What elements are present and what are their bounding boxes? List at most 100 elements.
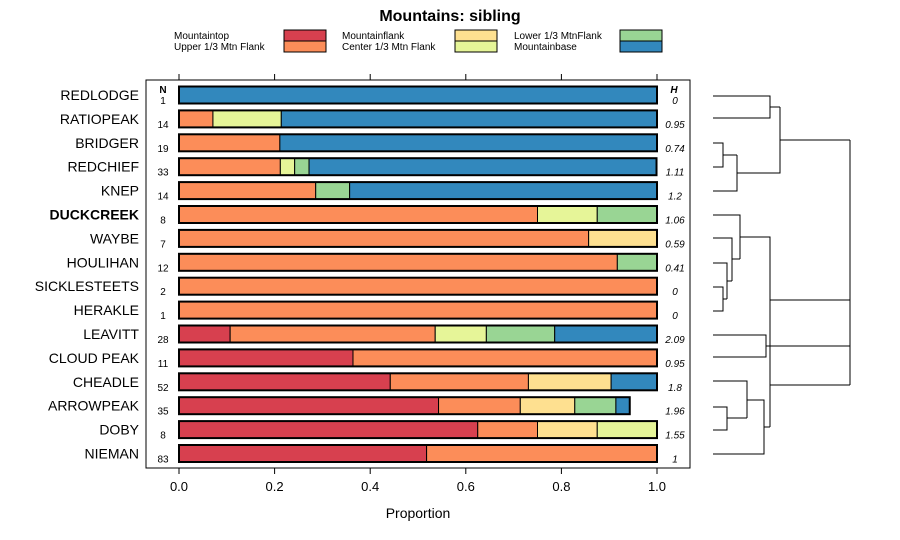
bar-segment-duckcreek-lower-1-3-mtnflank [596,205,658,224]
plot-frame [145,79,691,469]
h-value-bridger: 0.74 [665,144,685,155]
bar-segment-herakle-upper-1-3-mtn-flank [178,301,658,320]
bar-row-redlodge: REDLODGE 1 0 [60,85,678,107]
row-label-sicklesteets: SICKLESTEETS [35,278,139,294]
bar-segment-waybe-upper-1-3-mtn-flank [178,229,590,248]
bar-segment-redchief-mountainbase [308,157,658,176]
dendrogram-branch-15 [713,406,728,431]
h-value-herakle: 0 [672,311,678,322]
n-value-sicklesteets: 2 [160,287,166,298]
bar-row-nieman: NIEMAN 83 1 [85,444,678,466]
bar-segment-houlihan-lower-1-3-mtnflank [616,253,658,272]
legend-swatch-upper-1-3-mtn-flank [283,40,327,53]
h-value-sicklesteets: 0 [672,287,678,298]
legend-label-mountainflank: Mountainflank [342,31,405,42]
bar-row-sicklesteets: SICKLESTEETS 2 0 [35,276,678,298]
h-value-knep: 1.2 [668,192,682,203]
bar-row-waybe: WAYBE 7 0.59 [90,228,685,250]
row-label-bridger: BRIDGER [75,135,139,151]
n-value-cloud-peak: 11 [158,359,169,370]
row-label-houlihan: HOULIHAN [67,254,139,270]
n-value-ratiopeak: 14 [157,120,169,131]
h-value-cheadle: 1.8 [668,383,682,394]
bar-row-bridger: BRIDGER 19 0.74 [75,133,685,155]
h-value-redchief: 1.11 [666,168,685,179]
h-value-doby: 1.55 [665,431,685,442]
bar-segment-redchief-center-1-3-mtn-flank [279,157,296,176]
dendrogram-branch-21 [740,236,771,427]
n-value-arrowpeak: 35 [157,407,169,418]
n-value-waybe: 7 [160,239,166,250]
bar-segment-redlodge-mountainbase [178,86,658,104]
row-label-knep: KNEP [101,183,139,199]
bar-outline-duckcreek [178,205,658,224]
n-value-herakle: 1 [160,311,166,322]
dendrogram-branch-8 [713,262,728,299]
row-label-waybe: WAYBE [90,230,139,246]
legend-swatch-mountaintop [283,29,327,42]
bar-outline-nieman [178,444,658,463]
row-label-ratiopeak: RATIOPEAK [60,111,140,127]
bar-outline-herakle [178,300,658,320]
h-value-cloud-peak: 0.95 [665,359,685,370]
bar-segment-cheadle-mountainbase [610,372,658,391]
bar-outline-ratiopeak [178,109,658,129]
bar-row-ratiopeak: RATIOPEAK 14 0.95 [60,109,685,131]
bar-segment-leavitt-mountaintop [178,325,231,343]
dendrogram-branch-4 [737,107,781,174]
bar-segment-ratiopeak-upper-1-3-mtn-flank [178,109,214,128]
bar-segment-bridger-mountainbase [279,133,658,152]
bar-segment-arrowpeak-mountainflank [519,396,576,415]
bar-outline-leavitt [178,324,658,344]
row-label-redchief: REDCHIEF [67,159,139,175]
row-label-duckcreek: DUCKCREEK [50,207,139,223]
bar-segment-cloud-peak-mountaintop [178,348,354,367]
h-value-redlodge: 0 [672,96,678,107]
row-label-herakle: HERAKLE [74,302,139,318]
bar-segment-doby-mountaintop [178,420,479,439]
n-value-doby: 8 [160,431,166,442]
bar-segment-doby-mountainflank [537,420,598,439]
bar-segment-arrowpeak-mountainbase [615,396,631,415]
legend-label-mountainbase: Mountainbase [514,42,577,53]
n-value-redchief: 33 [157,168,169,179]
h-column-header: H [670,85,678,96]
h-value-ratiopeak: 0.95 [665,120,685,131]
h-value-duckcreek: 1.06 [665,216,685,227]
h-value-houlihan: 0.41 [665,263,684,274]
bar-segment-cheadle-mountainflank [527,372,612,391]
bar-segment-bridger-upper-1-3-mtn-flank [178,133,281,152]
dendrogram-branch-12 [713,214,741,259]
bar-segment-doby-upper-1-3-mtn-flank [477,420,538,439]
bar-outline-knep [178,181,658,201]
bar-outline-cheadle [178,372,658,392]
n-value-leavitt: 28 [157,335,169,346]
bar-segment-cloud-peak-upper-1-3-mtn-flank [352,348,658,367]
row-label-doby: DOBY [99,422,139,438]
dendrogram-branch-14 [713,334,767,358]
bar-outline-houlihan [178,252,658,272]
bar-segment-knep-lower-1-3-mtnflank [315,181,351,200]
x-tick-label-3: 0.6 [457,479,475,494]
bar-row-cheadle: CHEADLE 52 1.8 [73,372,682,394]
row-label-cheadle: CHEADLE [73,374,139,390]
legend-label-lower-1-3-mtnflank: Lower 1/3 MtnFlank [514,31,603,42]
bar-segment-nieman-mountaintop [178,444,428,463]
bar-row-cloud-peak: CLOUD PEAK 11 0.95 [49,348,685,370]
legend-swatch-mountainflank [454,29,498,42]
bar-segment-waybe-mountainflank [588,229,658,248]
bar-segment-redchief-upper-1-3-mtn-flank [178,157,281,176]
bar-outline-redchief [178,157,658,177]
x-tick-label-1: 0.2 [266,479,284,494]
bar-row-knep: KNEP 14 1.2 [101,181,682,203]
dendrogram-branch-7 [713,286,724,312]
bar-rows: REDLODGE 1 0 RATIOPEAK 14 0.95 BRIDGER 19 0.74 RE… [35,85,685,466]
bar-segment-leavitt-lower-1-3-mtnflank [485,325,556,343]
row-label-cloud-peak: CLOUD PEAK [49,350,140,366]
bar-row-arrowpeak: ARROWPEAK 35 1.96 [48,396,685,418]
bar-segment-cheadle-mountaintop [178,372,391,391]
dendrogram-branch-0 [713,95,771,119]
bar-segment-cheadle-upper-1-3-mtn-flank [389,372,529,391]
bar-segment-nieman-upper-1-3-mtn-flank [426,444,658,463]
